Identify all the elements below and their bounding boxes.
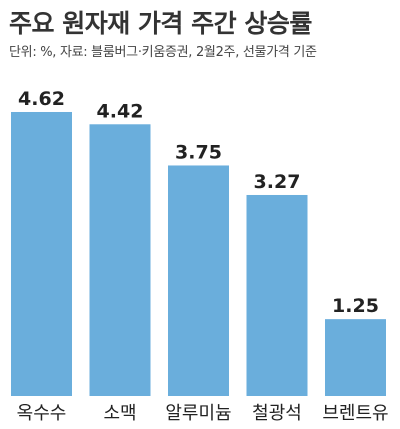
category-label: 철광석	[252, 403, 302, 424]
category-label: 옥수수	[17, 403, 67, 424]
bar-value-label: 4.62	[18, 88, 65, 110]
bar-5	[325, 319, 386, 396]
bar-value-label: 4.42	[97, 100, 144, 122]
category-label: 소맥	[103, 403, 136, 424]
category-label: 브렌트유	[322, 403, 388, 424]
chart-subtitle: 단위: %, 자료: 블룸버그·키움증권, 2월2주, 선물가격 기준	[9, 45, 317, 60]
category-label: 알루미늄	[165, 403, 231, 424]
bar-3	[168, 165, 229, 396]
bar-1	[11, 111, 72, 396]
chart-title: 주요 원자재 가격 주간 상승률	[9, 9, 312, 38]
bar-value-label: 3.75	[175, 141, 222, 163]
bar-2	[89, 124, 151, 396]
bar-value-label: 3.27	[254, 171, 301, 193]
bar-value-label: 1.25	[332, 295, 379, 317]
bar-4	[246, 194, 308, 396]
